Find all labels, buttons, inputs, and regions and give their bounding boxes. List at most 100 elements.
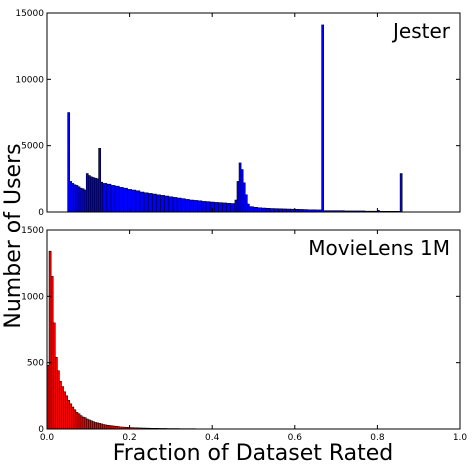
histogram-bar	[86, 419, 89, 429]
histogram-bar	[236, 181, 240, 212]
histogram-bar	[400, 173, 403, 212]
movielens-panel: 0 500 1000 1500 0.0 0.2 0.4 0.6 0.8 1.0 MovieLens …	[21, 226, 467, 443]
y-axis-label: Number of Users	[1, 143, 26, 328]
histogram-bar	[98, 423, 101, 429]
histogram-bar	[90, 176, 93, 212]
histogram-bar	[137, 427, 142, 429]
histogram-bar	[63, 391, 66, 429]
histogram-bar	[311, 209, 316, 212]
histogram-bar	[102, 424, 105, 429]
histogram-bar	[226, 203, 231, 212]
histogram-bar	[61, 386, 64, 429]
x-tick-label: 0.2	[122, 433, 136, 443]
y-tick-label: 5000	[21, 142, 44, 152]
histogram-bar	[206, 201, 211, 212]
histogram-bar	[294, 209, 299, 212]
histogram-bar	[189, 200, 194, 212]
histogram-bar	[247, 204, 250, 212]
panel-title: Jester	[391, 19, 451, 43]
histogram-bar	[172, 197, 178, 212]
histogram-bar	[218, 202, 223, 212]
histogram-bar	[123, 427, 126, 429]
y-tick-label: 0	[38, 208, 44, 218]
histogram-bar	[59, 381, 62, 429]
x-tick-label: 0.0	[40, 433, 55, 443]
histogram-bar	[94, 422, 97, 429]
histogram-bar	[129, 427, 134, 429]
histogram-bar	[201, 201, 207, 212]
histogram-bar	[243, 182, 246, 212]
histogram-bar	[303, 209, 308, 212]
histogram-bar	[230, 203, 235, 212]
histogram-bar	[321, 24, 324, 212]
histogram-bar	[94, 178, 97, 212]
histogram-bar	[106, 184, 112, 212]
histogram-bar	[106, 425, 109, 429]
histogram-bar	[210, 202, 215, 212]
histogram-bar	[222, 202, 227, 212]
histogram-outline	[46, 250, 230, 430]
histogram-bar	[160, 195, 165, 212]
histogram-bar	[261, 208, 266, 212]
histogram-bar	[51, 276, 54, 429]
histogram-bar	[108, 425, 112, 429]
y-tick-label: 1500	[21, 226, 44, 236]
histogram-bar	[69, 403, 72, 429]
histogram-bar	[111, 425, 114, 429]
histogram-bar	[88, 175, 91, 212]
histogram-bar	[53, 322, 56, 429]
histogram-bar	[117, 426, 120, 429]
histogram-bar	[115, 186, 120, 212]
histogram-bar	[274, 208, 279, 212]
histogram-bar	[49, 251, 52, 429]
histogram-bar	[125, 427, 128, 429]
histogram-bar	[67, 400, 70, 429]
histogram-bar	[100, 182, 103, 212]
histogram-bar	[152, 194, 157, 212]
histogram-bar	[307, 209, 312, 212]
histogram-bar	[90, 420, 93, 429]
histogram-bar	[96, 178, 99, 212]
histogram-bar	[127, 189, 132, 212]
histogram-bar	[245, 194, 248, 212]
histogram-bar	[71, 407, 74, 429]
x-tick-label: 0.4	[205, 433, 220, 443]
histogram-bar	[133, 427, 138, 429]
histogram-bar	[144, 192, 149, 212]
histogram-bar	[290, 209, 295, 212]
histogram-bar	[127, 427, 130, 429]
histogram-bar	[257, 207, 262, 212]
histogram-bar	[168, 196, 173, 212]
histogram-bar	[323, 210, 345, 212]
histogram-bar	[121, 427, 124, 429]
histogram-bar	[139, 192, 145, 212]
histogram-bar	[57, 370, 60, 429]
y-tick-label: 15000	[15, 9, 44, 19]
histogram-bar	[344, 210, 366, 212]
plot-frame	[46, 229, 461, 430]
histogram-bar	[135, 190, 140, 212]
histogram-bar	[102, 183, 107, 212]
histogram-bar	[377, 210, 380, 212]
histogram-bar	[73, 409, 76, 429]
plot-frame	[46, 12, 461, 213]
histogram-bar	[193, 200, 198, 212]
histogram-bar	[156, 194, 161, 212]
histogram-bar	[55, 357, 58, 429]
histogram-bar	[270, 208, 275, 212]
histogram-bar	[47, 365, 50, 429]
histogram-bar	[265, 208, 271, 212]
x-tick-label: 0.8	[370, 433, 385, 443]
histogram-bar	[119, 187, 124, 212]
histogram-bar	[214, 202, 219, 212]
histogram-bar	[96, 422, 99, 429]
histogram-bar	[131, 190, 136, 212]
histogram-bar	[82, 417, 85, 429]
histogram-bar	[104, 424, 107, 429]
x-tick-label: 1.0	[453, 433, 468, 443]
histogram-bar	[82, 188, 85, 212]
histogram-bar	[84, 417, 87, 429]
histogram-bar	[65, 395, 68, 429]
jester-panel: 0 5000 10000 15000 Jester	[15, 9, 461, 218]
histogram-bar	[98, 148, 101, 212]
